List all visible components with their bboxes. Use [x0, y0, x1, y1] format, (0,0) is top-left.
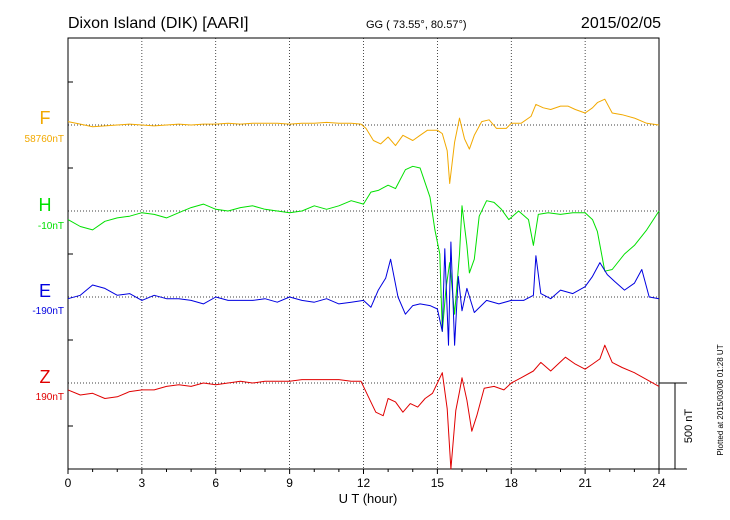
- x-tick-label: 0: [65, 476, 72, 490]
- series-name-e: E: [39, 281, 51, 301]
- series-baseline-z: 190nT: [36, 392, 64, 403]
- grid-lines: [141, 38, 586, 469]
- scale-bar-label: 500 nT: [683, 409, 695, 444]
- x-tick-label: 24: [652, 476, 666, 490]
- series-name-h: H: [39, 195, 52, 215]
- x-tick-label: 6: [212, 476, 219, 490]
- x-tick-label: 3: [139, 476, 146, 490]
- series-line-e: [67, 241, 660, 346]
- series-line-f: [67, 98, 660, 184]
- series-name-z: Z: [40, 367, 51, 387]
- x-axis-ticks: 0 3 6 9 12 15 18 21 24: [65, 469, 666, 490]
- plotted-note: Plotted at 2015/03/08 01:28 UT: [716, 344, 725, 455]
- series-baseline-e: -190nT: [32, 306, 64, 317]
- station-title: Dixon Island (DIK) [AARI]: [68, 15, 249, 32]
- series-baseline-h: -10nT: [38, 221, 64, 232]
- series-labels: F 58760nT H -10nT E -190nT Z 190nT: [25, 108, 64, 403]
- coordinates-label: GG ( 73.55°, 80.57°): [366, 19, 467, 31]
- baselines: [68, 81, 659, 427]
- x-tick-label: 18: [505, 476, 519, 490]
- series-lines: [67, 98, 660, 470]
- x-tick-label: 9: [286, 476, 293, 490]
- series-line-h: [67, 165, 660, 332]
- date-label: 2015/02/05: [581, 15, 661, 32]
- series-baseline-f: 58760nT: [25, 134, 64, 145]
- x-axis-label: U T (hour): [339, 491, 398, 506]
- series-line-z: [67, 344, 660, 470]
- x-tick-label: 15: [431, 476, 445, 490]
- scale-bar: 500 nT: [659, 382, 695, 470]
- x-tick-label: 21: [578, 476, 592, 490]
- x-tick-label: 12: [357, 476, 371, 490]
- series-name-f: F: [40, 108, 51, 128]
